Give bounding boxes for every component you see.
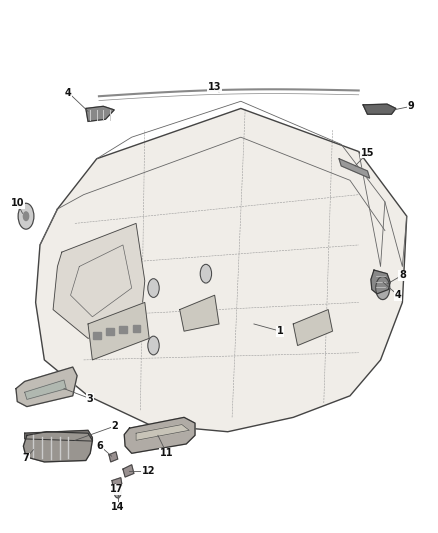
Circle shape <box>23 212 28 221</box>
Bar <box>133 325 141 332</box>
Text: 4: 4 <box>65 87 72 98</box>
Polygon shape <box>16 367 77 407</box>
Polygon shape <box>293 310 332 345</box>
Polygon shape <box>25 430 92 441</box>
Text: 1: 1 <box>277 326 283 336</box>
Bar <box>120 326 127 333</box>
Text: 12: 12 <box>141 466 155 477</box>
Polygon shape <box>86 106 114 122</box>
Circle shape <box>114 486 121 498</box>
Polygon shape <box>53 223 145 338</box>
Polygon shape <box>124 417 195 453</box>
Text: 6: 6 <box>97 441 104 451</box>
Text: 7: 7 <box>23 453 29 463</box>
Circle shape <box>148 279 159 297</box>
Circle shape <box>376 277 390 300</box>
Polygon shape <box>109 452 118 462</box>
Text: 8: 8 <box>399 270 406 280</box>
Text: 11: 11 <box>160 448 173 458</box>
Polygon shape <box>23 432 92 462</box>
Text: 14: 14 <box>111 502 124 512</box>
Text: 4: 4 <box>395 290 401 300</box>
Text: 3: 3 <box>87 394 94 403</box>
Text: 2: 2 <box>112 421 118 431</box>
Circle shape <box>200 264 212 283</box>
Polygon shape <box>136 425 189 440</box>
Text: 15: 15 <box>361 148 374 158</box>
Polygon shape <box>371 270 390 294</box>
Circle shape <box>18 203 34 229</box>
Circle shape <box>148 336 159 355</box>
Polygon shape <box>123 465 134 477</box>
Bar <box>106 328 114 335</box>
Polygon shape <box>88 302 149 360</box>
Polygon shape <box>339 159 370 178</box>
Text: 9: 9 <box>408 101 414 111</box>
Text: 17: 17 <box>110 484 123 494</box>
Text: 13: 13 <box>208 82 221 92</box>
Text: 10: 10 <box>11 198 24 208</box>
Bar <box>93 332 101 339</box>
Polygon shape <box>112 478 122 488</box>
Polygon shape <box>363 104 396 114</box>
Polygon shape <box>35 108 407 432</box>
Polygon shape <box>180 295 219 331</box>
Polygon shape <box>25 380 66 399</box>
